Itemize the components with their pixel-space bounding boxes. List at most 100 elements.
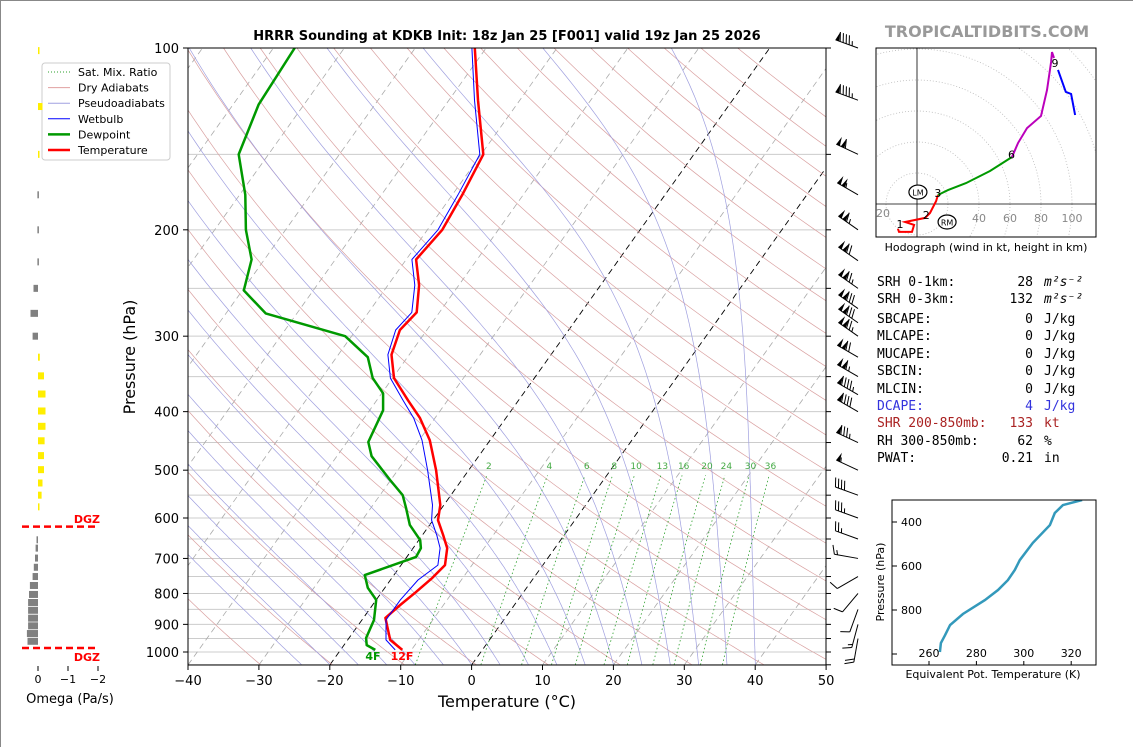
omega-bar — [35, 554, 38, 562]
pseudoadiabat-line — [188, 525, 331, 665]
surface-temperature-label: 12F — [391, 650, 414, 663]
stat-row: SBCIN: 0 J/kg — [877, 364, 1075, 379]
stat-label: MUCAPE: — [877, 347, 932, 362]
pseudoadiabat-line — [188, 495, 359, 665]
stat-row: SBCAPE: 0 J/kg — [877, 312, 1075, 327]
dry-adiabat-line — [188, 228, 693, 665]
hodograph-ring-label: 40 — [972, 212, 986, 225]
wetbulb-line — [385, 48, 481, 651]
barb-flag — [838, 240, 846, 250]
isotherm-line — [188, 48, 558, 567]
omega-bar — [38, 372, 44, 380]
barb-feather — [843, 377, 847, 387]
omega-bar — [38, 452, 44, 460]
dry-adiabat-line — [480, 48, 826, 334]
stat-label: RH 300-850mb: — [877, 434, 979, 449]
pseudoadiabat-line — [326, 48, 671, 665]
barb-half-feather — [848, 218, 851, 224]
barb-flag — [838, 268, 846, 277]
isotherm-line — [258, 48, 700, 665]
omega-bar — [38, 503, 40, 511]
legend-box — [41, 62, 171, 161]
mixing-ratio-line — [652, 475, 706, 665]
dgz-top-label: DGZ — [74, 513, 100, 526]
hodograph-height-label: 3 — [934, 187, 941, 200]
skewt-axis-ticks: −40 −30 −20 −10 0 10 20 30 40 50 100 200 300 400 500 60… — [146, 42, 834, 689]
stat-value: 0 — [1025, 329, 1033, 344]
skewt-profiles — [237, 48, 485, 651]
barb-feather — [851, 294, 855, 305]
stat-row: MUCAPE: 0 J/kg — [877, 347, 1075, 362]
y-tick-label: 300 — [154, 330, 179, 345]
barb-flag — [841, 340, 848, 350]
hodograph-ring-label: 20 — [876, 207, 890, 220]
omega-bar — [33, 284, 38, 292]
barb-flag — [835, 32, 841, 42]
omega-bar — [30, 309, 38, 317]
legend-label: Dry Adiabats — [78, 82, 149, 95]
barb-feather — [846, 271, 850, 281]
barb-feather — [845, 360, 849, 370]
barb-feather — [848, 320, 853, 331]
x-tick-label: 20 — [605, 674, 622, 689]
storm-motion-marker — [937, 214, 957, 230]
stat-label: MLCAPE: — [877, 329, 932, 344]
hodograph-ring-label: 60 — [1003, 212, 1017, 225]
wind-barb — [833, 593, 859, 613]
barb-feather — [846, 318, 850, 329]
barb-flag — [842, 319, 850, 328]
dry-adiabat-line — [406, 48, 826, 401]
x-tick-label: −30 — [245, 674, 272, 689]
stat-row: PWAT: 0.21 in — [877, 451, 1060, 466]
temperature-line — [384, 48, 485, 651]
storm-motion-marker — [908, 184, 928, 200]
theta-e-x-label: Equivalent Pot. Temperature (K) — [905, 668, 1080, 681]
barb-staff — [835, 486, 859, 496]
barb-half-feather — [851, 279, 854, 285]
barb-feather — [844, 138, 847, 149]
barb-flag — [835, 84, 841, 94]
x-tick-label: 10 — [534, 674, 551, 689]
omega-bar — [37, 258, 39, 266]
wind-barb — [838, 316, 859, 337]
barb-staff — [836, 576, 859, 589]
barb-staff — [851, 624, 859, 648]
hodograph-segment — [1057, 69, 1077, 116]
barb-feather — [844, 661, 854, 665]
stat-row: MLCAPE: 0 J/kg — [877, 329, 1075, 344]
barb-flag — [838, 288, 846, 298]
omega-bar — [35, 544, 38, 552]
theta-e-panel: 260 280 300 320 400 600 800 — [892, 500, 1083, 665]
theta-e-frame — [891, 499, 1097, 666]
dry-adiabat-line — [443, 48, 826, 367]
stat-unit: m²s⁻² — [1043, 275, 1083, 290]
y-tick-label: 1000 — [146, 646, 179, 661]
theta-e-line — [938, 500, 1083, 653]
hodograph-height-label: 6 — [1008, 148, 1015, 161]
stat-row: MLCIN: 0 J/kg — [877, 382, 1075, 397]
hodograph-segment — [896, 194, 939, 233]
y-tick-label: 600 — [154, 512, 179, 527]
pseudoadiabat-line — [250, 48, 643, 665]
barb-feather — [846, 243, 850, 253]
stat-value: 0 — [1025, 312, 1033, 327]
wind-barb — [835, 32, 859, 49]
x-tick-label: 0 — [467, 674, 475, 689]
stat-value: 28 — [1017, 275, 1033, 290]
stat-label: DCAPE: — [877, 399, 924, 414]
barb-flag — [837, 338, 844, 348]
pseudoadiabat-line — [188, 393, 444, 665]
stat-unit: J/kg — [1044, 347, 1075, 362]
barb-feather — [851, 309, 855, 319]
wind-barb — [836, 357, 859, 378]
hodograph-height-label: 1 — [896, 218, 903, 231]
hodograph: 20 40 60 80 100 1 23 6 9 LM RM — [876, 51, 1083, 233]
x-tick-label: −10 — [387, 674, 414, 689]
dewpoint-line — [237, 48, 423, 651]
stat-label: PWAT: — [877, 451, 916, 466]
x-tick-label: −20 — [316, 674, 343, 689]
barb-feather — [844, 658, 855, 661]
storm-motion-label: LM — [912, 189, 923, 198]
mixing-ratio-line — [700, 475, 750, 665]
wind-barb — [834, 477, 859, 496]
